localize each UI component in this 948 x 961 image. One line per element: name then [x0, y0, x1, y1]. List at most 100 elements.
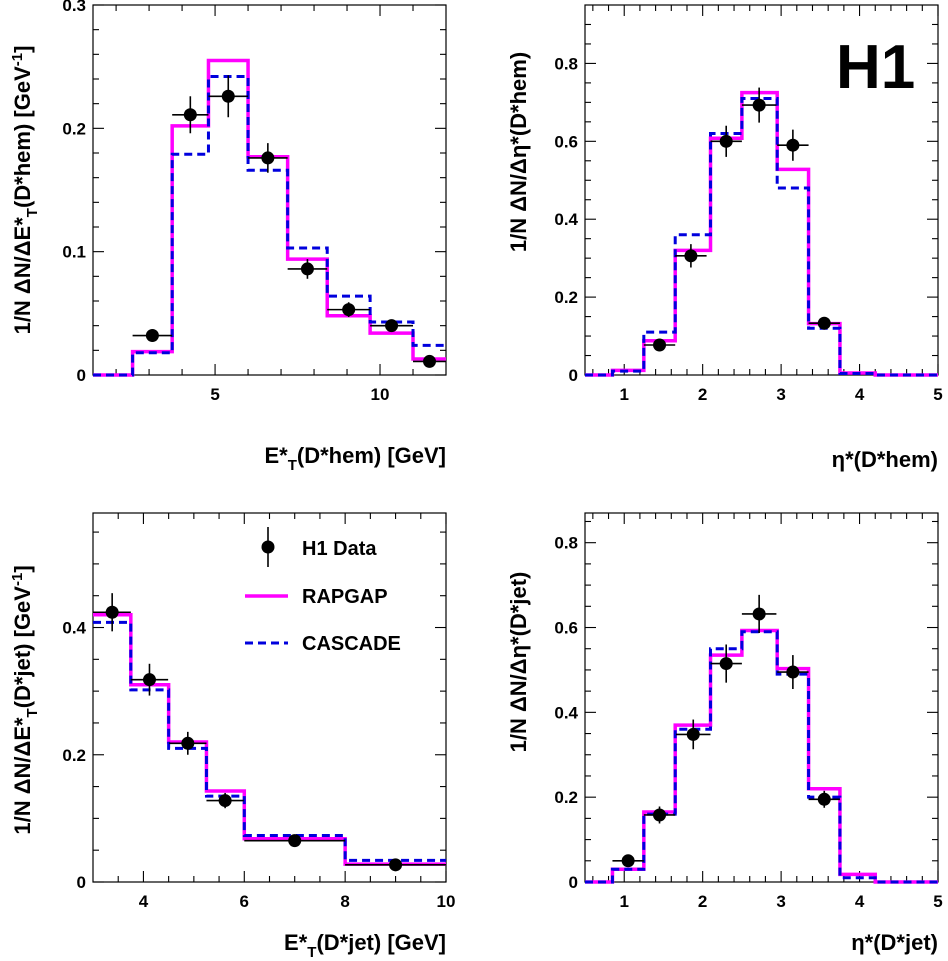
data-point: [710, 125, 742, 157]
data-marker: [786, 665, 800, 679]
x-tick-label: 1: [619, 892, 628, 911]
data-point: [287, 259, 328, 279]
data-marker: [142, 673, 156, 687]
rapgap-series-line: [585, 628, 938, 884]
x-axis-label: E*T(D*hem) [GeV]: [264, 443, 446, 474]
y-tick-label: 0: [77, 366, 86, 385]
data-point: [208, 75, 249, 118]
x-tick-label: 6: [240, 892, 249, 911]
rapgap-series-line: [585, 90, 938, 377]
legend-label-rapgap: RAPGAP: [302, 586, 388, 608]
data-marker: [686, 727, 700, 741]
data-point: [132, 329, 173, 343]
y-tick-label: 0: [569, 366, 578, 385]
y-axis-label: 1/N ΔN/Δη*(D*hem): [506, 52, 531, 252]
data-marker: [752, 98, 766, 112]
data-point: [206, 792, 244, 809]
data-marker: [653, 808, 667, 822]
data-point: [643, 806, 676, 824]
y-axis-label: 1/N ΔN/Δη*(D*jet): [506, 572, 531, 753]
data-point: [244, 834, 346, 848]
data-marker: [817, 316, 831, 330]
x-tick-label: 4: [855, 385, 865, 404]
legend-data-marker: [261, 540, 275, 554]
data-marker: [385, 319, 399, 333]
y-tick-label: 0.2: [554, 788, 578, 807]
y-tick-label: 0.8: [554, 54, 578, 73]
y-tick-label: 0.6: [554, 619, 578, 638]
x-tick-label: 4: [855, 892, 865, 911]
x-tick-label: 2: [698, 385, 707, 404]
y-tick-label: 0.4: [62, 619, 86, 638]
data-marker: [145, 329, 159, 343]
data-point: [741, 594, 777, 634]
plot-frame: [92, 512, 447, 883]
x-tick-label: 3: [776, 892, 785, 911]
cascade-series-line: [93, 75, 446, 377]
data-marker: [261, 151, 275, 165]
data-point: [741, 87, 777, 123]
x-axis-label: η*(D*jet): [851, 930, 938, 955]
plot-frame: [92, 4, 447, 376]
cascade-series-line: [585, 630, 938, 884]
y-tick-label: 0: [569, 873, 578, 892]
legend-label-cascade: CASCADE: [302, 633, 401, 655]
data-point: [777, 655, 809, 690]
y-tick-label: 0.1: [62, 243, 86, 262]
data-marker: [288, 834, 302, 848]
x-tick-label: 5: [933, 892, 942, 911]
h1-logo: H1: [836, 33, 915, 102]
data-point: [675, 719, 711, 750]
cascade-series-line: [93, 620, 446, 862]
data-point: [93, 593, 131, 632]
data-marker: [423, 354, 437, 368]
x-tick-label: 1: [619, 385, 628, 404]
data-point: [130, 663, 169, 696]
x-tick-label: 2: [698, 892, 707, 911]
x-axis-label: η*(D*hem): [832, 447, 938, 472]
data-point: [710, 644, 742, 683]
y-tick-label: 0.2: [554, 288, 578, 307]
plot-frame: [584, 512, 939, 883]
data-point: [808, 790, 840, 808]
y-tick-label: 0: [77, 873, 86, 892]
x-tick-label: 10: [437, 892, 456, 911]
x-tick-label: 5: [210, 385, 219, 404]
data-marker: [342, 303, 356, 317]
y-tick-label: 0.8: [554, 534, 578, 553]
y-tick-label: 0.4: [554, 210, 578, 229]
data-marker: [817, 792, 831, 806]
legend: H1 Data RAPGAP CASCADE: [245, 527, 401, 655]
plot-frame: [584, 4, 939, 376]
y-axis-label: 1/N ΔN/ΔE*T(D*jet) [GeV-1]: [9, 565, 41, 834]
data-point: [675, 244, 707, 268]
x-tick-label: 10: [371, 385, 390, 404]
data-marker: [300, 262, 314, 276]
data-point: [413, 354, 446, 368]
data-point: [172, 96, 209, 134]
panel-4: 1 2 3 4 5 0 0.2 0.4 0.6 0.8 η*(D*jet) 1/N ΔN/Δη*(D*…: [506, 512, 943, 955]
x-tick-label: 4: [139, 892, 149, 911]
data-marker: [183, 108, 197, 122]
legend-label-data: H1 Data: [302, 538, 377, 560]
data-marker: [719, 657, 733, 671]
y-tick-label: 0.3: [62, 0, 86, 15]
data-point: [612, 854, 644, 868]
data-point: [169, 731, 207, 755]
y-tick-label: 0.6: [554, 132, 578, 151]
x-axis-label: E*T(D*jet) [GeV]: [284, 930, 446, 961]
data-point: [808, 316, 840, 330]
y-tick-label: 0.4: [554, 703, 578, 722]
y-tick-label: 0.2: [62, 746, 86, 765]
x-tick-label: 3: [776, 385, 785, 404]
data-marker: [786, 138, 800, 152]
data-marker: [621, 854, 635, 868]
data-marker: [221, 89, 235, 103]
data-marker: [684, 249, 698, 263]
data-marker: [719, 134, 733, 148]
data-marker: [752, 607, 766, 621]
data-point: [370, 319, 414, 333]
data-point: [327, 302, 371, 318]
data-marker: [653, 338, 667, 352]
